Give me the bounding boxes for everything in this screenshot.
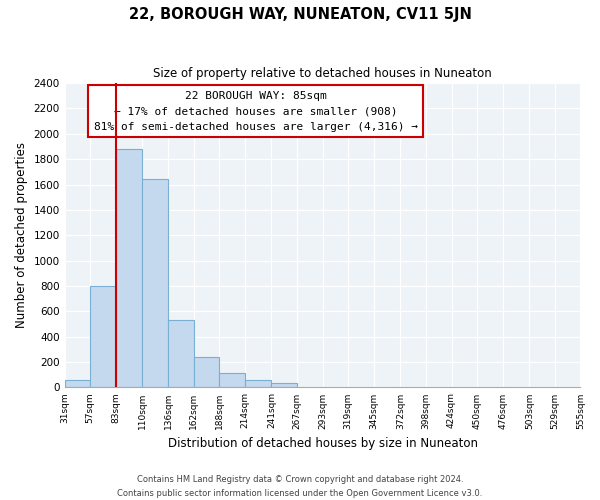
Text: 22 BOROUGH WAY: 85sqm
← 17% of detached houses are smaller (908)
81% of semi-det: 22 BOROUGH WAY: 85sqm ← 17% of detached …	[94, 90, 418, 132]
Bar	[194, 357, 219, 388]
Bar	[142, 180, 168, 388]
Title: Size of property relative to detached houses in Nuneaton: Size of property relative to detached ho…	[153, 68, 492, 80]
Text: Contains HM Land Registry data © Crown copyright and database right 2024.
Contai: Contains HM Land Registry data © Crown c…	[118, 476, 482, 498]
Bar	[65, 380, 90, 388]
Y-axis label: Number of detached properties: Number of detached properties	[15, 142, 28, 328]
Bar	[245, 380, 271, 388]
Bar	[116, 149, 142, 388]
Bar	[271, 383, 297, 388]
X-axis label: Distribution of detached houses by size in Nuneaton: Distribution of detached houses by size …	[167, 437, 478, 450]
Bar	[219, 374, 245, 388]
Bar	[90, 286, 116, 388]
Bar	[168, 320, 194, 388]
Text: 22, BOROUGH WAY, NUNEATON, CV11 5JN: 22, BOROUGH WAY, NUNEATON, CV11 5JN	[128, 8, 472, 22]
